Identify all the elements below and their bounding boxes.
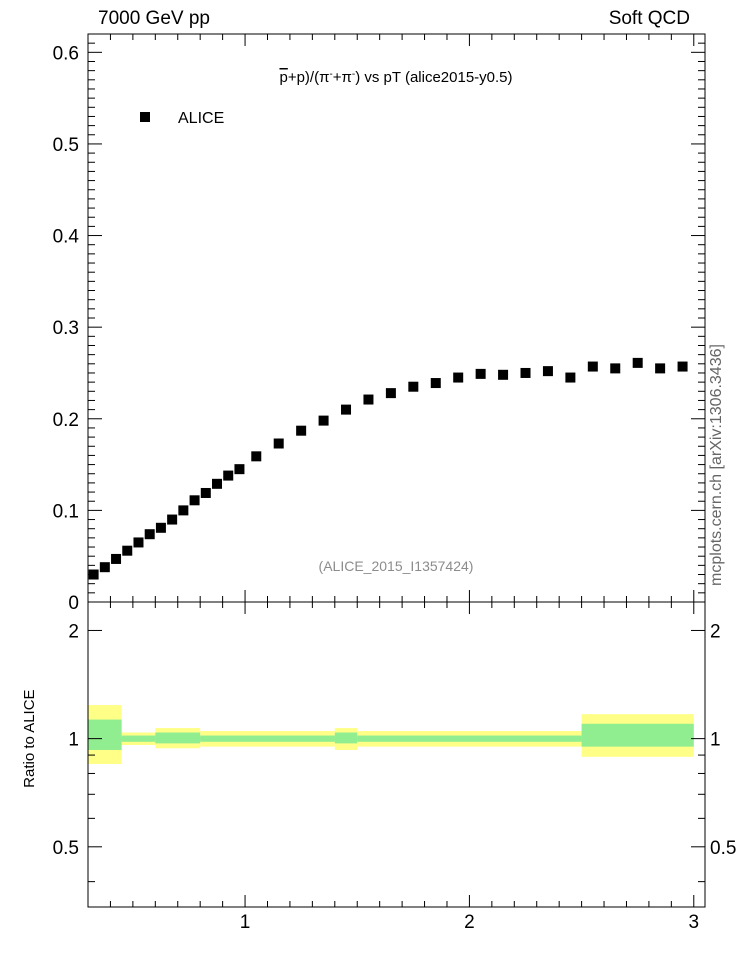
ratio-y-axis-label: Ratio to ALICE <box>21 689 38 787</box>
title-part-a: +p)/(π <box>288 69 330 86</box>
ratio-plot-frame <box>87 601 706 908</box>
data-point <box>155 522 166 533</box>
x-tick-label: 3 <box>688 912 699 933</box>
y-tick-label: 0.1 <box>53 501 79 522</box>
data-markers <box>88 357 688 580</box>
title-sup-2: - <box>352 69 355 80</box>
data-point <box>223 470 234 481</box>
data-point <box>565 372 576 383</box>
title-part-b: +π <box>333 69 352 86</box>
data-point <box>520 367 531 378</box>
data-point <box>632 357 643 368</box>
ratio-y-tick-label-right: 1 <box>710 730 721 751</box>
data-point <box>542 366 553 377</box>
data-point <box>610 363 621 374</box>
plot-title: p+p)/(π-+π-) vs pT (alice2015-y0.5) <box>279 69 512 87</box>
data-point <box>122 545 133 556</box>
ratio-bands <box>88 705 694 764</box>
x-tick-label: 2 <box>464 912 475 933</box>
data-point <box>167 514 178 525</box>
ratio-plot-ticks <box>87 602 705 907</box>
data-point <box>212 478 223 489</box>
ratio-y-tick-label: 0.5 <box>53 838 79 859</box>
data-point <box>296 425 307 436</box>
data-point <box>133 537 144 548</box>
ratio-panel: 0.5 0.5 1 1 2 2 1 2 3 Ratio to ALICE <box>21 601 737 933</box>
main-plot-panel: 00.10.20.30.40.50.6 p+p)/(π-+π-) vs pT (… <box>53 33 706 614</box>
watermark-label: (ALICE_2015_I1357424) <box>319 558 474 574</box>
data-point <box>408 381 419 392</box>
side-label: mcplots.cern.ch [arXiv:1306.3436] <box>708 344 725 586</box>
data-point <box>99 562 110 573</box>
data-point <box>251 451 262 462</box>
y-tick-label: 0 <box>68 593 79 614</box>
ratio-y-tick-label-right: 0.5 <box>710 838 736 859</box>
data-point <box>498 369 509 380</box>
x-tick-label: 1 <box>240 912 251 933</box>
main-plot-y-tick-labels: 0 0.1 0.2 0.3 0.4 0.5 0.6 <box>53 43 80 614</box>
inner-uncertainty-band <box>581 723 694 747</box>
data-point <box>385 388 396 399</box>
data-point <box>178 505 189 516</box>
ratio-y-tick-label: 1 <box>68 730 79 751</box>
ratio-plot-tick-labels: 0.5 0.5 1 1 2 2 1 2 3 <box>53 621 737 933</box>
legend-marker <box>140 112 150 122</box>
data-point <box>341 404 352 415</box>
main-plot-ticks <box>87 33 705 602</box>
data-point <box>234 464 245 475</box>
data-point <box>88 569 99 580</box>
data-point <box>655 363 666 374</box>
y-tick-label: 0.3 <box>53 318 79 339</box>
ratio-y-tick-label: 2 <box>68 621 79 642</box>
title-pbar: p <box>279 69 287 86</box>
data-point <box>111 553 122 564</box>
data-point <box>363 394 374 405</box>
y-tick-label: 0.6 <box>53 43 79 64</box>
data-point <box>677 361 688 372</box>
data-point <box>453 372 464 383</box>
data-point <box>318 415 329 426</box>
title-sup-1: - <box>329 69 332 80</box>
data-point <box>475 368 486 379</box>
category-label: Soft QCD <box>608 8 690 29</box>
data-point <box>587 361 598 372</box>
data-point <box>189 495 200 506</box>
y-tick-label: 0.2 <box>53 410 79 431</box>
inner-uncertainty-band <box>88 719 122 750</box>
y-tick-label: 0.4 <box>53 227 80 248</box>
data-point <box>430 378 441 389</box>
data-point <box>144 529 155 540</box>
title-part-c: ) vs pT (alice2015-y0.5) <box>355 69 512 86</box>
legend-label: ALICE <box>178 110 224 127</box>
data-point <box>200 487 211 498</box>
y-tick-label: 0.5 <box>53 135 79 156</box>
energy-label: 7000 GeV pp <box>98 8 210 29</box>
ratio-y-tick-label-right: 2 <box>710 621 721 642</box>
data-point <box>273 438 284 449</box>
